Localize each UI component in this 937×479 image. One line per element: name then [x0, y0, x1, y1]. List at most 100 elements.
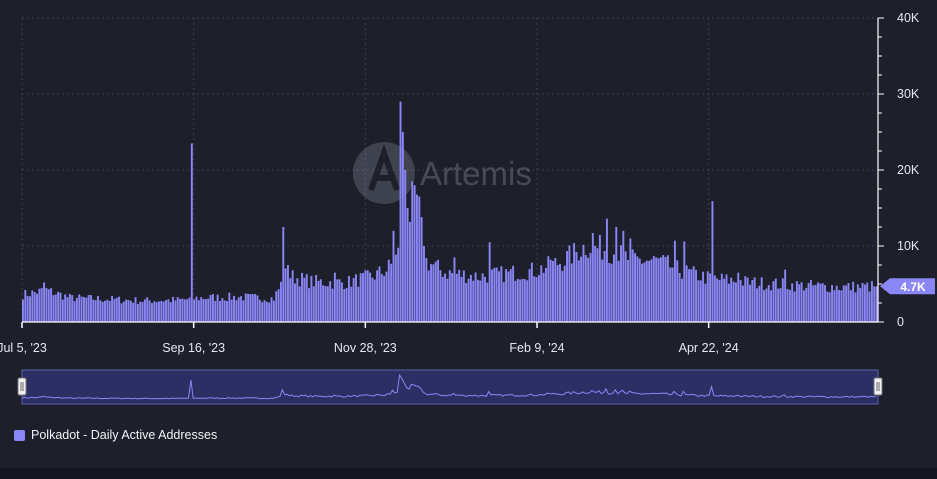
bar	[570, 263, 573, 322]
bar	[620, 245, 622, 322]
bar	[92, 299, 95, 322]
bar	[160, 300, 163, 322]
artemis-logo-icon	[353, 142, 415, 204]
bar	[40, 288, 43, 322]
bar	[99, 300, 102, 322]
bar	[322, 285, 325, 322]
bar	[868, 291, 871, 322]
bar	[272, 300, 275, 322]
bar	[162, 301, 165, 322]
bar	[608, 262, 611, 322]
bar	[753, 277, 756, 322]
bar	[329, 281, 332, 322]
bar	[226, 300, 228, 322]
y-tick-label: 40K	[897, 11, 920, 25]
bar	[284, 268, 287, 322]
bar	[692, 266, 695, 322]
bar	[355, 274, 357, 322]
bar	[500, 266, 503, 322]
bar	[512, 265, 515, 322]
navigator-handle-right[interactable]	[873, 377, 883, 396]
bar	[155, 302, 158, 322]
bar	[176, 297, 179, 322]
bar	[406, 208, 409, 322]
bar	[556, 265, 559, 322]
bar	[158, 301, 160, 322]
navigator-handle-left[interactable]	[17, 377, 27, 396]
bar	[559, 263, 561, 322]
bar	[486, 282, 489, 322]
bar	[75, 297, 78, 322]
bar	[118, 296, 121, 322]
bar	[296, 278, 299, 322]
bar	[481, 273, 484, 322]
bar	[211, 294, 214, 322]
bar	[711, 201, 714, 322]
bar	[310, 275, 313, 322]
bar	[319, 279, 322, 322]
bar	[134, 297, 137, 322]
bar	[566, 251, 569, 322]
bar	[418, 196, 421, 322]
bar	[814, 284, 817, 322]
bar	[326, 286, 329, 322]
bar	[730, 277, 733, 322]
bar	[146, 297, 149, 322]
bar	[648, 260, 651, 322]
bar	[875, 286, 878, 322]
bar	[458, 269, 461, 322]
bar	[765, 288, 768, 322]
bar	[793, 291, 796, 322]
bar	[52, 295, 55, 322]
bar	[847, 283, 850, 322]
bar	[681, 278, 683, 322]
bar	[760, 277, 763, 322]
bar	[603, 250, 606, 322]
bar	[188, 297, 191, 322]
bar	[838, 289, 841, 322]
bar	[798, 284, 801, 322]
bar	[739, 280, 742, 322]
bar	[441, 276, 444, 322]
bar	[749, 284, 751, 322]
y-tick-label: 0	[897, 315, 904, 329]
bar	[540, 265, 543, 322]
bar	[261, 302, 264, 322]
bar	[437, 259, 440, 322]
bar	[434, 261, 437, 322]
bar	[228, 292, 231, 322]
bar	[650, 259, 653, 322]
bar	[629, 238, 632, 322]
bar	[852, 281, 855, 322]
legend[interactable]: Polkadot - Daily Active Addresses	[14, 428, 217, 442]
bar	[347, 275, 350, 322]
bar	[237, 297, 240, 322]
bar	[24, 289, 27, 322]
bar	[474, 272, 477, 322]
bar	[73, 301, 76, 322]
bar	[408, 221, 411, 322]
bar	[563, 265, 566, 322]
bar	[294, 283, 296, 322]
bar	[411, 181, 414, 322]
bar	[697, 280, 700, 322]
bar	[235, 300, 238, 322]
bar	[279, 281, 282, 322]
bar	[462, 270, 465, 322]
bar	[718, 280, 721, 322]
bar	[366, 270, 369, 322]
bar	[165, 300, 167, 322]
bar	[725, 274, 728, 322]
bar	[324, 286, 327, 322]
bar	[247, 293, 250, 322]
bar	[397, 247, 400, 322]
bar	[68, 293, 71, 322]
bar	[460, 276, 463, 322]
bar	[842, 285, 845, 322]
bar	[526, 280, 529, 322]
bar	[29, 296, 31, 322]
bar	[115, 297, 118, 322]
bar	[54, 294, 57, 322]
legend-label: Polkadot - Daily Active Addresses	[31, 428, 218, 442]
bar	[106, 299, 109, 322]
